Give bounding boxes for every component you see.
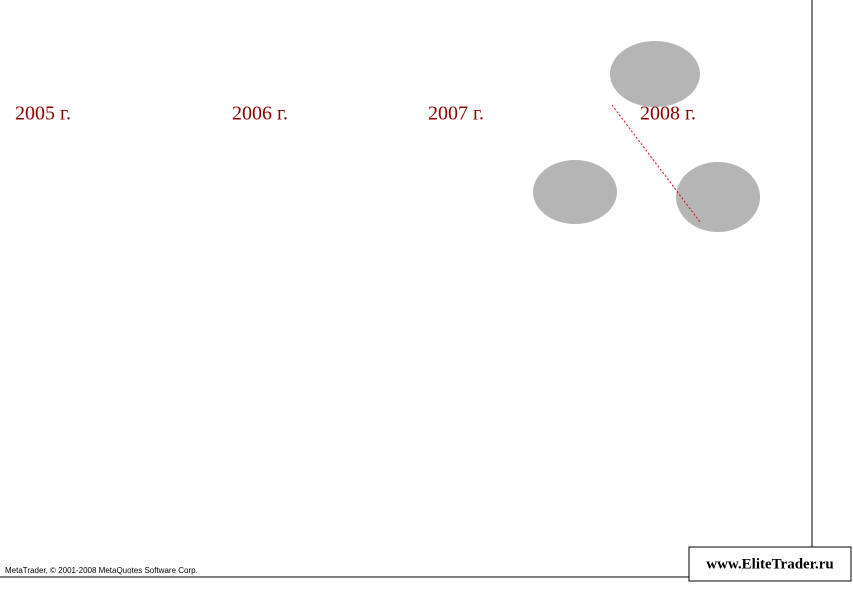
copyright: MetaTrader, © 2001-2008 MetaQuotes Softw… [5,566,198,575]
price-axis-panel [812,0,853,597]
year-label: 2008 г. [640,103,696,125]
year-label: 2005 г. [15,103,71,125]
year-labels: 2005 г. 2006 г. 2007 г. 2008 г. [15,103,696,125]
ellipse [676,162,760,232]
ellipse [533,160,617,224]
watermark-box [688,546,852,582]
year-label: 2007 г. [428,103,484,125]
ellipse [610,41,700,107]
year-label: 2006 г. [232,103,288,125]
watermark: www.EliteTrader.ru [706,556,834,572]
highlight-ellipses [533,41,760,232]
dotted-line [611,104,701,223]
